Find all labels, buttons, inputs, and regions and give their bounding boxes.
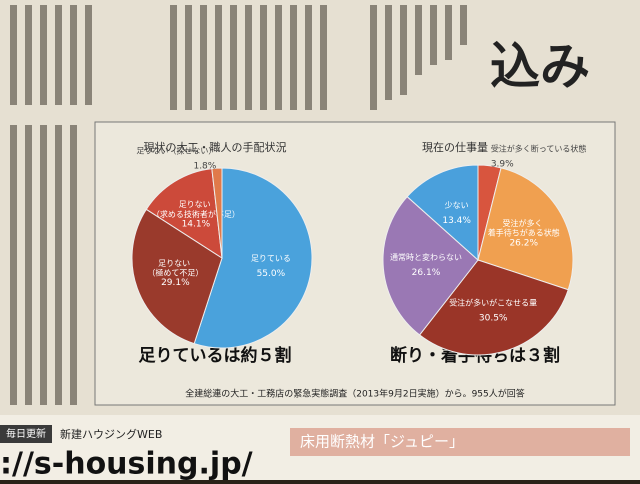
slice-label: 足りない （極めて不足） (147, 258, 203, 277)
slice-label: 通常時と変わらない (390, 252, 462, 262)
slice-value: 3.9% (491, 159, 514, 169)
slice-value: 13.4% (442, 216, 471, 226)
slice-label: 受注が多いがこなせる量 (449, 297, 537, 307)
chart-annotation: 断り・着手待ちは３割 (390, 345, 560, 366)
pie-slice (406, 164, 479, 262)
footer-url: ://s-housing.jp/ (0, 447, 253, 481)
chart-annotation: 足りているは約５割 (139, 345, 292, 366)
pie-slice (131, 208, 223, 345)
headline: 込み (490, 38, 590, 96)
ad-banner (290, 428, 630, 456)
pie-slice (211, 167, 223, 259)
chart-title: 現状の大工・職人の手配状況 (144, 140, 287, 154)
slice-value: 26.2% (509, 238, 538, 248)
slice-value: 30.5% (479, 313, 508, 323)
pie-slice (382, 195, 479, 336)
pie-slice (477, 167, 574, 291)
chart-title: 現在の仕事量 (422, 141, 488, 154)
pie-slice (418, 259, 569, 356)
slice-label: 足りない（探せない） (136, 146, 216, 156)
slice-label: 足りている (251, 254, 291, 263)
pie-slice (145, 168, 223, 259)
footer-ad: 床用断熱材「ジュピー」 (300, 433, 464, 451)
slice-label: 少ない (445, 201, 469, 210)
footer-site: 新建ハウジングWEB (60, 427, 162, 441)
slice-value: 26.1% (412, 268, 441, 278)
slice-value: 55.0% (257, 269, 286, 279)
update-badge (0, 425, 52, 443)
figure-note: 全建総連の大工・工務店の緊急実態調査（2013年9月2日実施）から。955人が回… (185, 388, 525, 400)
slice-label: 受注が多く 着手待ちがある状態 (488, 217, 560, 237)
slice-label: 足りない （求める技術者が不足） (152, 200, 240, 219)
slice-value: 14.1% (182, 219, 211, 229)
footer-update: 毎日更新 (6, 427, 46, 440)
body-text-lines (10, 5, 467, 405)
pie-slice (193, 167, 313, 349)
slice-label: 受注が多く断っている状態 (491, 143, 587, 153)
slice-value: 1.8% (193, 162, 216, 172)
slice-value: 29.1% (161, 278, 190, 288)
